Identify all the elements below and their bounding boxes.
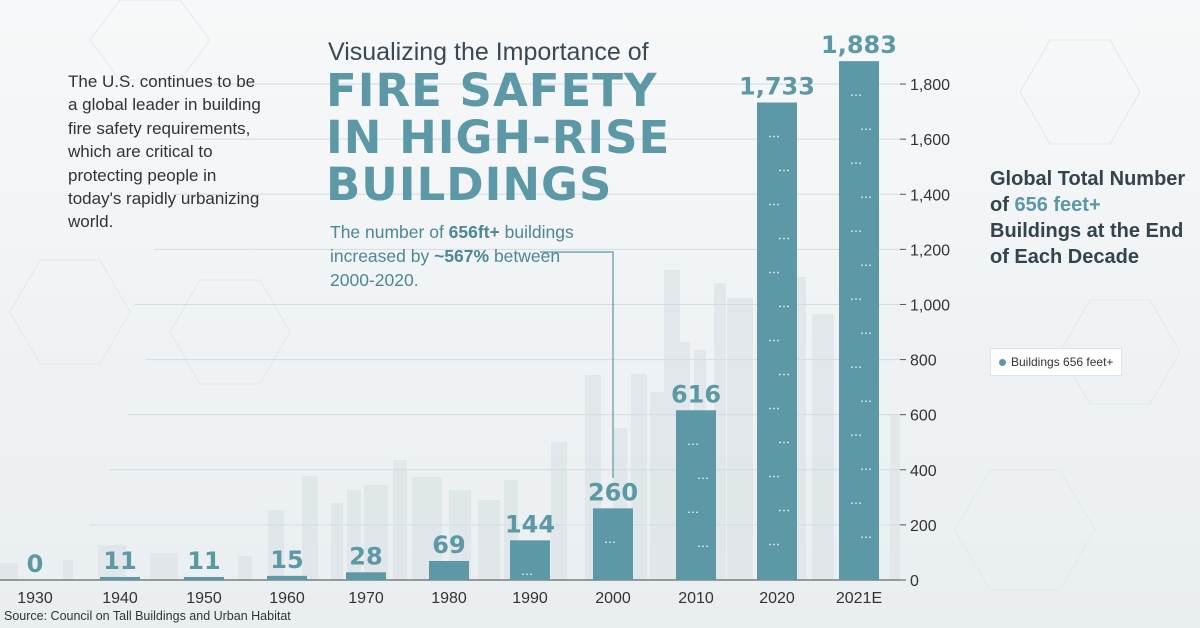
y-axis-title-highlight: 656 feet+ [1014,194,1101,216]
x-tick-label: 2021E [836,590,882,607]
growth-callout: The number of 656ft+ buildings increased… [330,220,605,292]
data-label: 28 [349,542,382,570]
bar [429,560,469,580]
y-tick-label: 800 [910,353,937,370]
x-tick-label: 1980 [431,590,467,607]
bar [676,410,716,580]
data-label: 1,883 [821,31,897,59]
y-axis-title-text: Buildings at the End of Each Decade [990,220,1184,268]
data-label: 616 [671,380,721,408]
callout-text: between 2000-2020. [330,246,561,290]
data-label: 0 [27,550,44,578]
intro-text: The U.S. continues to be a global leader… [68,72,261,232]
bar [510,540,550,580]
callout-height: 656ft+ [448,222,500,242]
source-note: Source: Council on Tall Buildings and Ur… [4,609,291,623]
legend-swatch [999,358,1006,366]
data-label: 1,733 [739,73,815,101]
y-tick-label: 0 [910,573,919,590]
x-tick-label: 1960 [269,590,305,607]
y-tick-label: 200 [910,518,937,535]
x-tick-label: 1930 [17,590,53,607]
bar [267,575,307,580]
x-tick-label: 2010 [678,590,714,607]
title-line: BUILDINGS [326,158,613,211]
data-label: 69 [432,531,465,559]
callout-percent: ~567% [434,246,490,266]
y-tick-label: 600 [910,408,937,425]
data-label: 144 [505,510,555,538]
title-line: IN HIGH-RISE [326,111,671,164]
data-label: 260 [588,478,638,506]
y-tick-label: 1,400 [910,187,950,204]
y-tick-label: 400 [910,463,937,480]
x-tick-label: 2000 [595,590,631,607]
bar [100,576,140,580]
chart-title: FIRE SAFETY IN HIGH-RISE BUILDINGS [326,67,726,208]
callout-text: buildings increased by [330,222,574,266]
bar [184,576,224,580]
callout-text: The number of [330,222,449,242]
title-line: FIRE SAFETY [326,64,658,117]
y-tick-label: 1,800 [910,77,950,94]
y-tick-label: 1,000 [910,297,950,314]
bar [757,102,797,581]
x-tick-label: 1990 [512,590,548,607]
legend-label: Buildings 656 feet+ [1011,355,1114,369]
data-label: 15 [270,546,303,574]
x-tick-label: 1970 [348,590,384,607]
x-tick-label: 2020 [759,590,795,607]
y-axis-title: Global Total Number of 656 feet+ Buildin… [990,166,1190,270]
annotation-leader [540,251,614,478]
chart-subtitle: Visualizing the Importance of [328,38,649,66]
y-axis-title-text: Global Total Number of [990,168,1186,216]
y-tick-label: 1,200 [910,242,950,259]
x-tick-label: 1940 [102,590,138,607]
bar [839,61,879,581]
data-label: 11 [187,547,220,575]
y-tick-label: 1,600 [910,132,950,149]
data-label: 11 [103,547,136,575]
bar [346,572,386,580]
x-tick-label: 1950 [186,590,222,607]
bar [593,508,633,580]
chart-legend: Buildings 656 feet+ [990,348,1123,376]
